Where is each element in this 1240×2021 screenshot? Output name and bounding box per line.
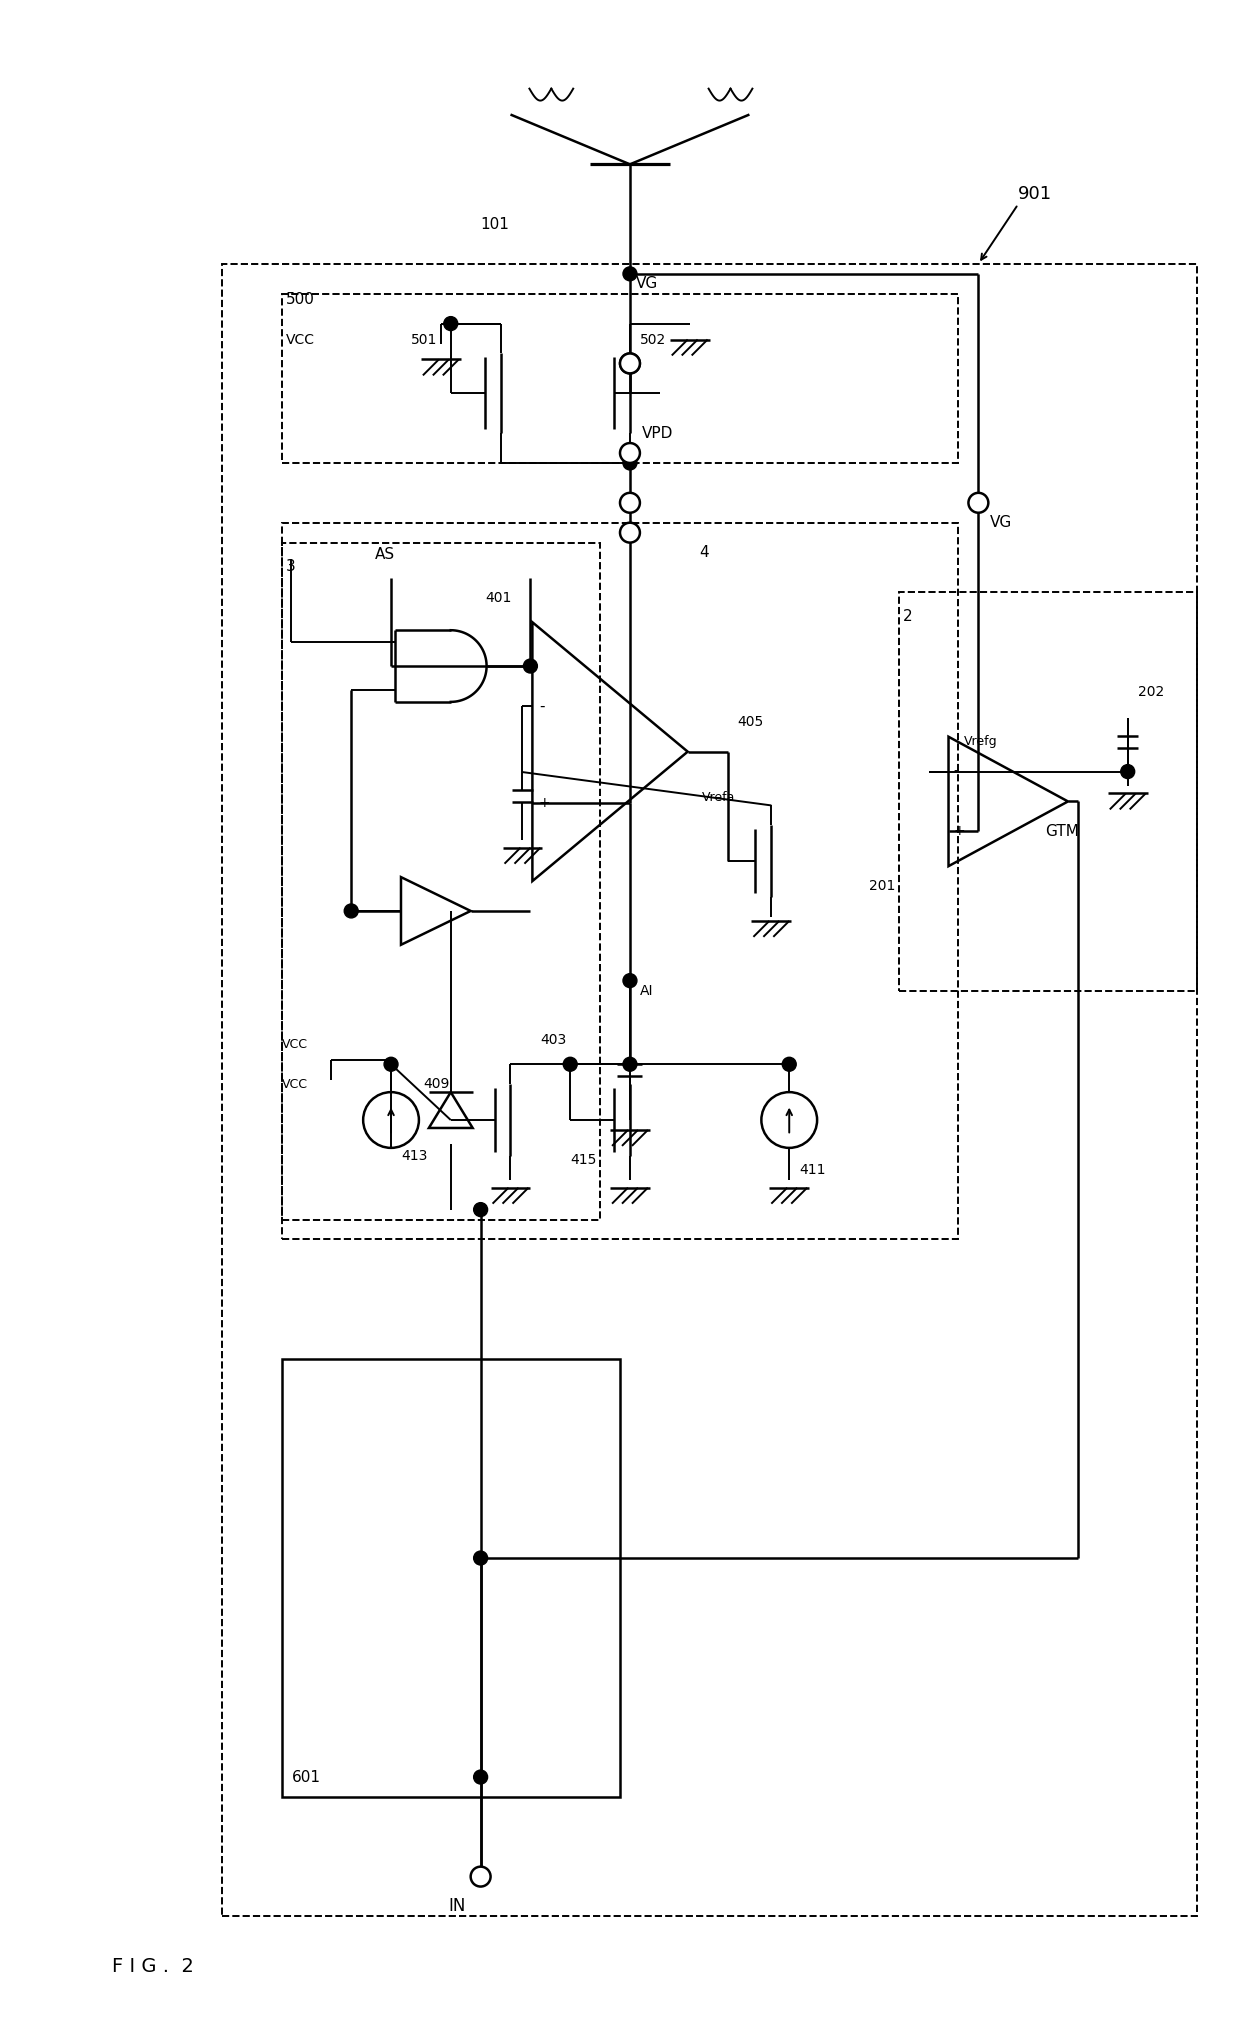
Circle shape [474, 1770, 487, 1785]
Text: 202: 202 [1137, 685, 1164, 699]
Text: AI: AI [640, 984, 653, 998]
Text: 411: 411 [800, 1162, 826, 1176]
Text: 901: 901 [1018, 186, 1053, 204]
Circle shape [620, 354, 640, 374]
Text: 401: 401 [485, 592, 512, 606]
Text: 101: 101 [481, 216, 510, 232]
Circle shape [563, 1057, 577, 1071]
Circle shape [345, 903, 358, 918]
Text: Vrefa: Vrefa [702, 790, 735, 804]
Text: 201: 201 [869, 879, 895, 893]
Circle shape [1121, 764, 1135, 778]
Circle shape [474, 1550, 487, 1564]
Bar [899, 592, 1198, 990]
Text: VPD: VPD [642, 426, 673, 441]
Text: VG: VG [636, 277, 658, 291]
Text: +: + [954, 825, 965, 839]
Circle shape [620, 443, 640, 463]
Circle shape [444, 317, 458, 331]
Bar [281, 523, 959, 1239]
Text: VG: VG [991, 515, 1013, 530]
Text: 405: 405 [738, 715, 764, 730]
Bar [281, 542, 600, 1219]
Circle shape [620, 493, 640, 513]
Bar [281, 1358, 620, 1797]
Text: 500: 500 [285, 293, 315, 307]
Text: 601: 601 [291, 1770, 320, 1785]
Circle shape [384, 1057, 398, 1071]
Text: GTM: GTM [1045, 825, 1079, 839]
Circle shape [620, 523, 640, 542]
Text: 3: 3 [285, 560, 295, 574]
Bar [281, 293, 959, 463]
Text: 403: 403 [541, 1033, 567, 1047]
Text: -: - [539, 699, 544, 713]
Circle shape [471, 1867, 491, 1886]
Circle shape [622, 1057, 637, 1071]
Text: AS: AS [376, 548, 396, 562]
Circle shape [523, 659, 537, 673]
Circle shape [782, 1057, 796, 1071]
Text: VCC: VCC [285, 333, 315, 346]
Text: 502: 502 [640, 333, 666, 346]
Text: 2: 2 [903, 608, 913, 624]
Text: VCC: VCC [281, 1077, 308, 1091]
Text: Vrefg: Vrefg [963, 736, 997, 748]
Text: VCC: VCC [281, 1039, 308, 1051]
Circle shape [622, 457, 637, 471]
Text: 415: 415 [570, 1152, 596, 1166]
Text: 413: 413 [401, 1148, 428, 1162]
Circle shape [620, 354, 640, 374]
Text: F I G .  2: F I G . 2 [113, 1956, 195, 1977]
Text: 501: 501 [410, 333, 438, 346]
Circle shape [474, 1202, 487, 1217]
Circle shape [622, 974, 637, 988]
Circle shape [968, 493, 988, 513]
Bar [222, 265, 1198, 1916]
Text: 4: 4 [699, 546, 709, 560]
Text: +: + [539, 796, 551, 810]
Circle shape [622, 267, 637, 281]
Text: 409: 409 [423, 1077, 449, 1091]
Text: IN: IN [448, 1898, 465, 1916]
Text: -: - [954, 764, 959, 778]
